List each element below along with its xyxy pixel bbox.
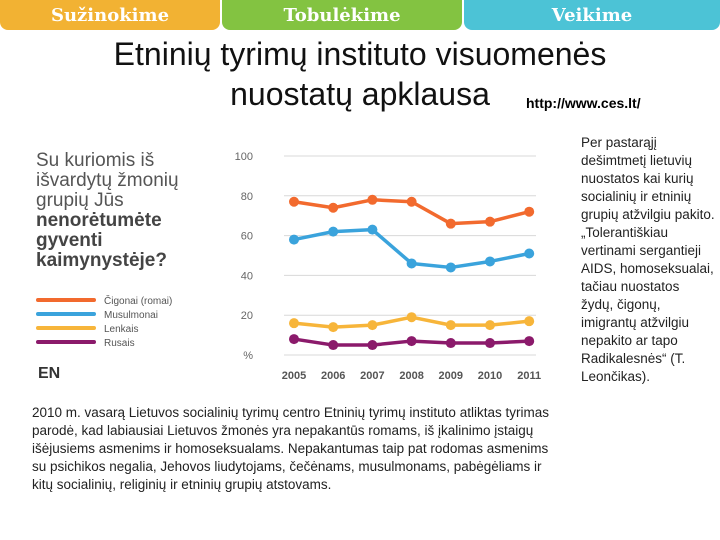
data-point-2-4 <box>445 320 456 331</box>
y-tick-label-4: 20 <box>241 310 253 322</box>
x-tick-label-2: 2007 <box>360 370 384 382</box>
question-bold-line-1: gyventi <box>36 230 103 251</box>
data-point-0-1 <box>328 202 339 213</box>
data-point-0-3 <box>406 196 417 207</box>
question-bold-line-2: kaimynystėje? <box>36 250 167 271</box>
y-tick-label-1: 80 <box>241 191 253 203</box>
data-point-2-0 <box>289 318 299 329</box>
source-url[interactable]: http://www.ces.lt/ <box>526 95 641 111</box>
question-line-1: išvardytų žmonių <box>36 170 179 191</box>
x-tick-label-4: 2009 <box>439 370 463 382</box>
data-point-3-2 <box>367 340 378 351</box>
y-tick-label-0: 100 <box>235 151 253 163</box>
x-tick-label-5: 2010 <box>478 370 502 382</box>
data-point-0-2 <box>367 194 378 205</box>
data-point-3-0 <box>289 334 299 345</box>
legend-label-0: Čigonai (romai) <box>104 294 172 307</box>
data-point-3-1 <box>328 340 339 351</box>
caption-text: 2010 m. vasarą Lietuvos socialinių tyrim… <box>32 405 549 492</box>
data-point-2-2 <box>367 320 378 331</box>
x-tick-label-3: 2008 <box>399 370 423 382</box>
question-line-0: Su kuriomis iš <box>36 150 154 171</box>
legend-label-1: Musulmonai <box>104 310 158 321</box>
data-point-0-6 <box>524 206 535 217</box>
data-point-1-0 <box>289 234 299 245</box>
data-point-3-5 <box>485 338 495 349</box>
data-point-1-6 <box>524 248 535 259</box>
data-point-1-5 <box>485 256 495 267</box>
top-tabs: Sužinokime Tobulėkime Veikime <box>0 0 720 30</box>
side-quote: Per pastarąjį dešimtmetį lietuvių nuosta… <box>581 135 715 384</box>
x-tick-label-0: 2005 <box>282 370 306 382</box>
question-bold-line-0: nenorėtumėte <box>36 210 162 231</box>
y-tick-label-5: % <box>243 350 253 362</box>
x-tick-label-6: 2011 <box>517 370 541 382</box>
data-point-2-1 <box>328 322 339 333</box>
data-point-1-1 <box>328 226 339 237</box>
data-point-1-3 <box>406 258 417 269</box>
page-title: Etninių tyrimų instituto visuomenės nuos… <box>0 34 720 114</box>
data-point-3-4 <box>445 338 456 349</box>
y-tick-label-3: 40 <box>241 270 253 282</box>
data-point-3-6 <box>524 336 535 347</box>
legend-label-2: Lenkais <box>104 324 138 335</box>
tab-tobulekime[interactable]: Tobulėkime <box>222 0 462 30</box>
title-line-2: nuostatų apklausa <box>230 76 490 112</box>
title-line-1: Etninių tyrimų instituto visuomenės <box>113 36 607 72</box>
data-point-0-0 <box>289 196 299 207</box>
legend-label-3: Rusais <box>104 338 135 349</box>
data-point-2-5 <box>485 320 495 331</box>
data-point-3-3 <box>406 336 417 347</box>
y-tick-label-2: 60 <box>241 231 253 243</box>
data-point-0-4 <box>445 218 456 229</box>
data-point-1-4 <box>445 262 456 273</box>
chart-panel: Su kuriomis iš išvardytų žmonių grupių Jūs… <box>26 128 556 398</box>
data-point-0-5 <box>485 216 495 227</box>
tab-veikime[interactable]: Veikime <box>464 0 720 30</box>
data-point-1-2 <box>367 224 378 235</box>
tab-suzinokime[interactable]: Sužinokime <box>0 0 220 30</box>
question-line-2: grupių Jūs <box>36 190 124 211</box>
data-point-2-3 <box>406 312 417 323</box>
brand-logo: EN <box>38 365 60 382</box>
x-tick-label-1: 2006 <box>321 370 345 382</box>
data-point-2-6 <box>524 316 535 327</box>
